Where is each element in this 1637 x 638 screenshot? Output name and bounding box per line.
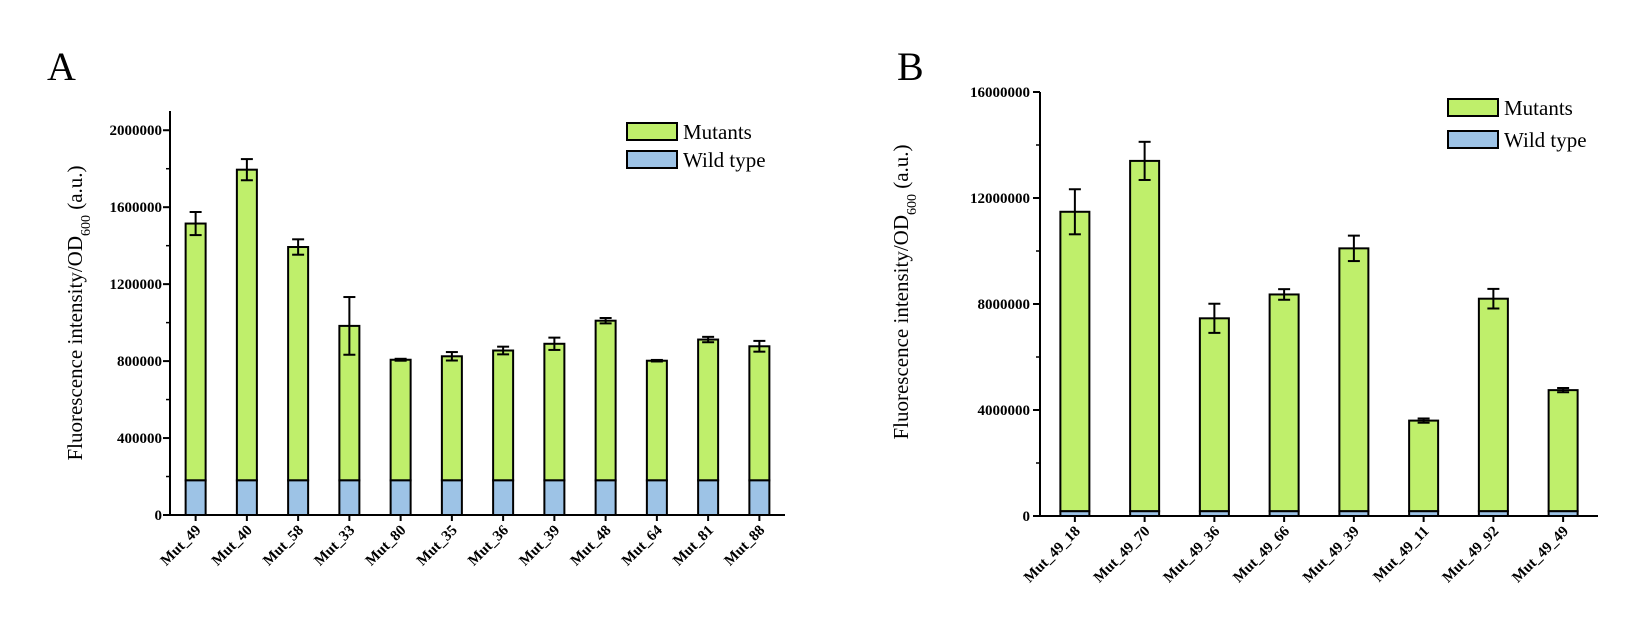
bar-mutants — [543, 342, 566, 482]
y-axis-title: Fluorescence intensity/OD600 (a.u.) — [63, 165, 94, 460]
bar-wild-type — [235, 479, 258, 516]
bar-wild-type — [1129, 510, 1161, 518]
bar-wild-type — [1547, 510, 1579, 518]
chart-panel-A: A 0 400000 800000 1200000 1600000 2000000 Fluor… — [47, 44, 785, 569]
bar-wild-type — [287, 479, 310, 516]
legend-swatch — [1447, 98, 1499, 117]
y-tick-label: 4000000 — [978, 403, 1031, 419]
legend-entry: Wild type — [1504, 128, 1587, 152]
bar-mutants — [287, 246, 310, 482]
x-tick-label: Mut_36 — [465, 522, 512, 569]
chart-panel-B: B 0 4000000 8000000 12000000 16000000 Fluoresc… — [889, 44, 1598, 586]
bar-wild-type — [184, 479, 207, 516]
y-tick-label: 1600000 — [110, 200, 163, 216]
x-tick-label: Mut_40 — [209, 523, 256, 570]
y-tick-label: 12000000 — [970, 191, 1030, 207]
y-tick-label: 0 — [155, 508, 163, 524]
bar-wild-type — [1198, 510, 1230, 518]
y-tick-label: 2000000 — [110, 123, 163, 139]
x-tick-label: Mut_88 — [722, 523, 769, 570]
x-tick-label: Mut_49_70 — [1091, 524, 1154, 587]
bar-wild-type — [594, 479, 617, 516]
bar-mutants — [235, 168, 258, 482]
bar-wild-type — [440, 479, 463, 516]
y-tick-label: 8000000 — [978, 297, 1031, 313]
y-tick-label: 16000000 — [970, 85, 1030, 101]
x-tick-label: Mut_49_66 — [1230, 523, 1293, 586]
x-tick-label: Mut_80 — [363, 523, 410, 570]
x-tick-label: Mut_33 — [312, 523, 359, 570]
bar-wild-type — [492, 479, 515, 516]
x-tick-label: Mut_35 — [414, 523, 461, 570]
legend-swatch — [1447, 130, 1499, 149]
legend-entry: Wild type — [683, 148, 766, 172]
bar-wild-type — [1408, 510, 1440, 518]
bar-wild-type — [389, 479, 412, 516]
bar-mutants — [1129, 159, 1161, 513]
bar-mutants — [1408, 419, 1440, 513]
bar-mutants — [1338, 247, 1370, 513]
bar-mutants — [1477, 297, 1509, 513]
x-tick-label: Mut_49_92 — [1440, 524, 1503, 587]
panel-letter: B — [897, 44, 924, 89]
bar-mutants — [492, 349, 515, 482]
panel-letter: A — [47, 44, 76, 89]
bar-mutants — [748, 345, 771, 482]
bar-wild-type — [543, 479, 566, 516]
bar-mutants — [594, 319, 617, 482]
legend-entry: Mutants — [683, 120, 752, 144]
legend-swatch — [626, 122, 678, 141]
bar-mutants — [1268, 293, 1300, 513]
bar-mutants — [440, 355, 463, 482]
legend-swatch — [626, 150, 678, 169]
x-tick-label: Mut_58 — [260, 523, 307, 570]
y-tick-label: 0 — [1023, 509, 1031, 525]
bar-mutants — [1198, 317, 1230, 513]
bar-mutants — [697, 338, 720, 482]
x-tick-label: Mut_49_18 — [1021, 524, 1084, 587]
bar-mutants — [645, 359, 668, 482]
y-tick-label: 1200000 — [110, 277, 163, 293]
bar-wild-type — [338, 479, 361, 516]
bar-wild-type — [697, 479, 720, 516]
y-tick-label: 800000 — [117, 354, 162, 370]
x-tick-label: Mut_49_11 — [1370, 524, 1432, 586]
x-tick-label: Mut_49 — [158, 523, 205, 570]
bar-wild-type — [1059, 510, 1091, 518]
x-tick-label: Mut_49_36 — [1161, 523, 1224, 586]
bar-mutants — [389, 358, 412, 482]
bar-mutants — [1059, 210, 1091, 513]
x-tick-label: Mut_81 — [670, 523, 717, 570]
y-tick-label: 400000 — [117, 431, 162, 447]
bar-wild-type — [1477, 510, 1509, 518]
x-tick-label: Mut_39 — [517, 523, 564, 570]
x-tick-label: Mut_64 — [619, 522, 666, 569]
x-tick-label: Mut_48 — [568, 523, 615, 570]
x-tick-label: Mut_49_49 — [1509, 524, 1572, 587]
y-axis-title: Fluorescence intensity/OD600 (a.u.) — [889, 144, 920, 439]
legend-entry: Mutants — [1504, 96, 1573, 120]
bar-wild-type — [1338, 510, 1370, 518]
bar-wild-type — [748, 479, 771, 516]
x-tick-label: Mut_49_39 — [1300, 524, 1363, 587]
bar-wild-type — [645, 479, 668, 516]
bar-wild-type — [1268, 510, 1300, 518]
bar-mutants — [1547, 389, 1579, 513]
bar-mutants — [184, 222, 207, 482]
